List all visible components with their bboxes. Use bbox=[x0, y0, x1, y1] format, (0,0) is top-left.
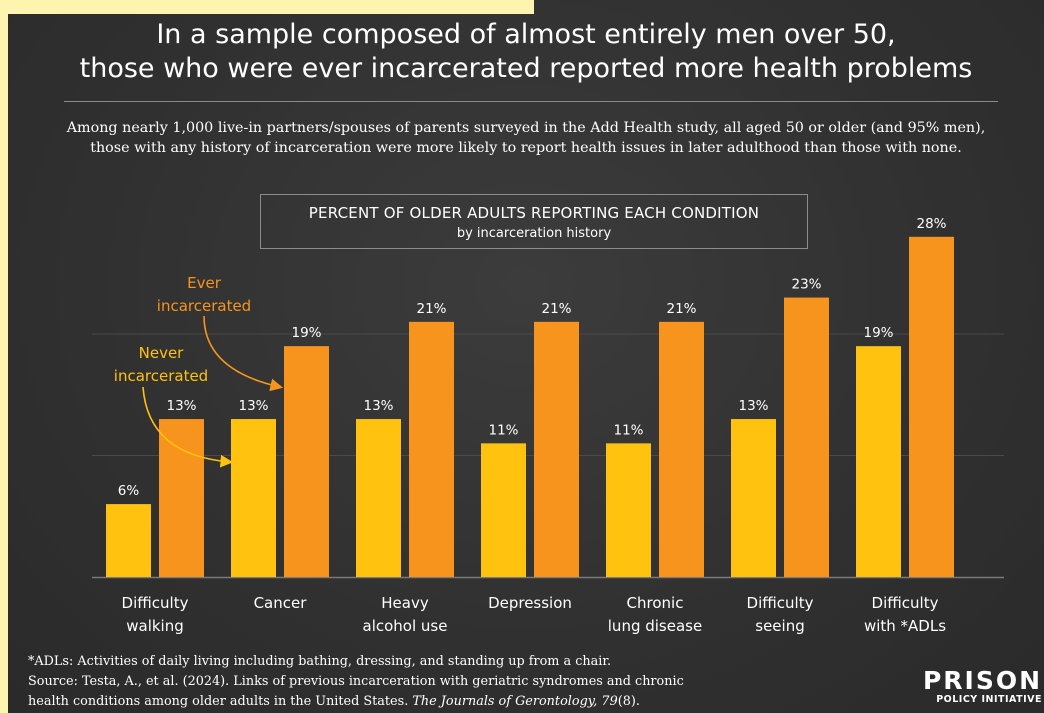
category-label-2: Heavy bbox=[381, 594, 429, 612]
value-label-ever-0: 13% bbox=[166, 398, 196, 414]
value-label-ever-4: 21% bbox=[666, 301, 696, 317]
source-issue: (8). bbox=[617, 694, 640, 709]
page-subtitle: Among nearly 1,000 live-in partners/spou… bbox=[8, 118, 1044, 158]
subtitle-line-2: those with any history of incarceration … bbox=[90, 140, 962, 156]
bar-never-2 bbox=[356, 419, 401, 577]
page-title: In a sample composed of almost entirely … bbox=[8, 18, 1044, 86]
subtitle-line-1: Among nearly 1,000 live-in partners/spou… bbox=[66, 120, 986, 136]
bar-chart: 6% 13% Difficulty walking 13% 19% Cancer 13% 21%… bbox=[92, 216, 1004, 635]
bar-never-6 bbox=[856, 346, 901, 577]
bar-ever-6 bbox=[909, 236, 954, 578]
value-label-ever-2: 21% bbox=[416, 301, 446, 317]
chart-subtitle: by incarceration history bbox=[456, 226, 612, 241]
bar-ever-3 bbox=[534, 321, 579, 577]
bar-never-5 bbox=[731, 419, 776, 577]
footnote-adl: *ADLs: Activities of daily living includ… bbox=[28, 654, 612, 669]
value-label-ever-3: 21% bbox=[541, 301, 571, 317]
bar-ever-1 bbox=[284, 346, 329, 577]
value-label-never-1: 13% bbox=[238, 398, 268, 414]
never-incarcerated-annotation: incarcerated bbox=[114, 367, 208, 385]
value-label-ever-1: 19% bbox=[291, 325, 321, 341]
top-strip bbox=[8, 0, 534, 14]
bar-never-4 bbox=[606, 443, 651, 577]
value-label-never-2: 13% bbox=[363, 398, 393, 414]
category-label-4: Chronic bbox=[627, 594, 684, 612]
value-label-never-0: 6% bbox=[118, 483, 140, 499]
never-incarcerated-annotation: Never bbox=[139, 344, 185, 362]
prison-policy-initiative-logo: PRISON POLICY INITIATIVE bbox=[892, 668, 1042, 706]
category-label-5: seeing bbox=[755, 617, 804, 635]
bar-never-0 bbox=[106, 504, 151, 577]
title-divider bbox=[64, 101, 998, 102]
ever-incarcerated-arrow bbox=[203, 315, 284, 392]
value-label-never-3: 11% bbox=[488, 422, 518, 438]
title-line-2: those who were ever incarcerated reporte… bbox=[79, 53, 973, 84]
category-label-5: Difficulty bbox=[747, 594, 814, 612]
never-incarcerated-arrow bbox=[142, 386, 234, 468]
source-text: health conditions among older adults in … bbox=[28, 694, 413, 709]
category-label-6: Difficulty bbox=[872, 594, 939, 612]
bar-ever-2 bbox=[409, 321, 454, 577]
category-label-0: Difficulty bbox=[122, 594, 189, 612]
value-label-never-5: 13% bbox=[738, 398, 768, 414]
ever-incarcerated-annotation: Ever bbox=[187, 274, 222, 292]
chart-title: PERCENT OF OLDER ADULTS REPORTING EACH C… bbox=[308, 204, 760, 222]
logo-policy-initiative: POLICY INITIATIVE bbox=[936, 694, 1042, 705]
value-label-never-6: 19% bbox=[863, 325, 893, 341]
title-line-1: In a sample composed of almost entirely … bbox=[156, 19, 896, 50]
chart-frame: In a sample composed of almost entirely … bbox=[8, 0, 1044, 713]
source-line-1: Source: Testa, A., et al. (2024). Links … bbox=[28, 674, 684, 689]
category-label-2: alcohol use bbox=[363, 617, 448, 635]
bar-ever-5 bbox=[784, 297, 829, 577]
bar-never-3 bbox=[481, 443, 526, 577]
ever-incarcerated-annotation: incarcerated bbox=[157, 297, 251, 315]
bar-never-1 bbox=[231, 419, 276, 577]
category-label-4: lung disease bbox=[608, 617, 702, 635]
category-label-1: Cancer bbox=[254, 594, 308, 612]
chart-title-box: PERCENT OF OLDER ADULTS REPORTING EACH C… bbox=[260, 194, 808, 249]
category-label-6: with *ADLs bbox=[864, 617, 946, 635]
category-label-0: walking bbox=[126, 617, 184, 635]
category-label-3: Depression bbox=[488, 594, 572, 612]
logo-prison: PRISON bbox=[922, 666, 1042, 695]
bar-ever-0 bbox=[159, 419, 204, 577]
source-line-2: health conditions among older adults in … bbox=[28, 692, 640, 712]
bar-ever-4 bbox=[659, 321, 704, 577]
journal-name: The Journals of Gerontology, 79 bbox=[412, 694, 618, 709]
value-label-ever-5: 23% bbox=[791, 277, 821, 293]
value-label-never-4: 11% bbox=[613, 422, 643, 438]
value-label-ever-6: 28% bbox=[916, 216, 946, 232]
